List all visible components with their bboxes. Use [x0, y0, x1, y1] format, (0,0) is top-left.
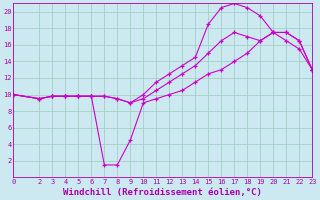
X-axis label: Windchill (Refroidissement éolien,°C): Windchill (Refroidissement éolien,°C) [63, 188, 262, 197]
